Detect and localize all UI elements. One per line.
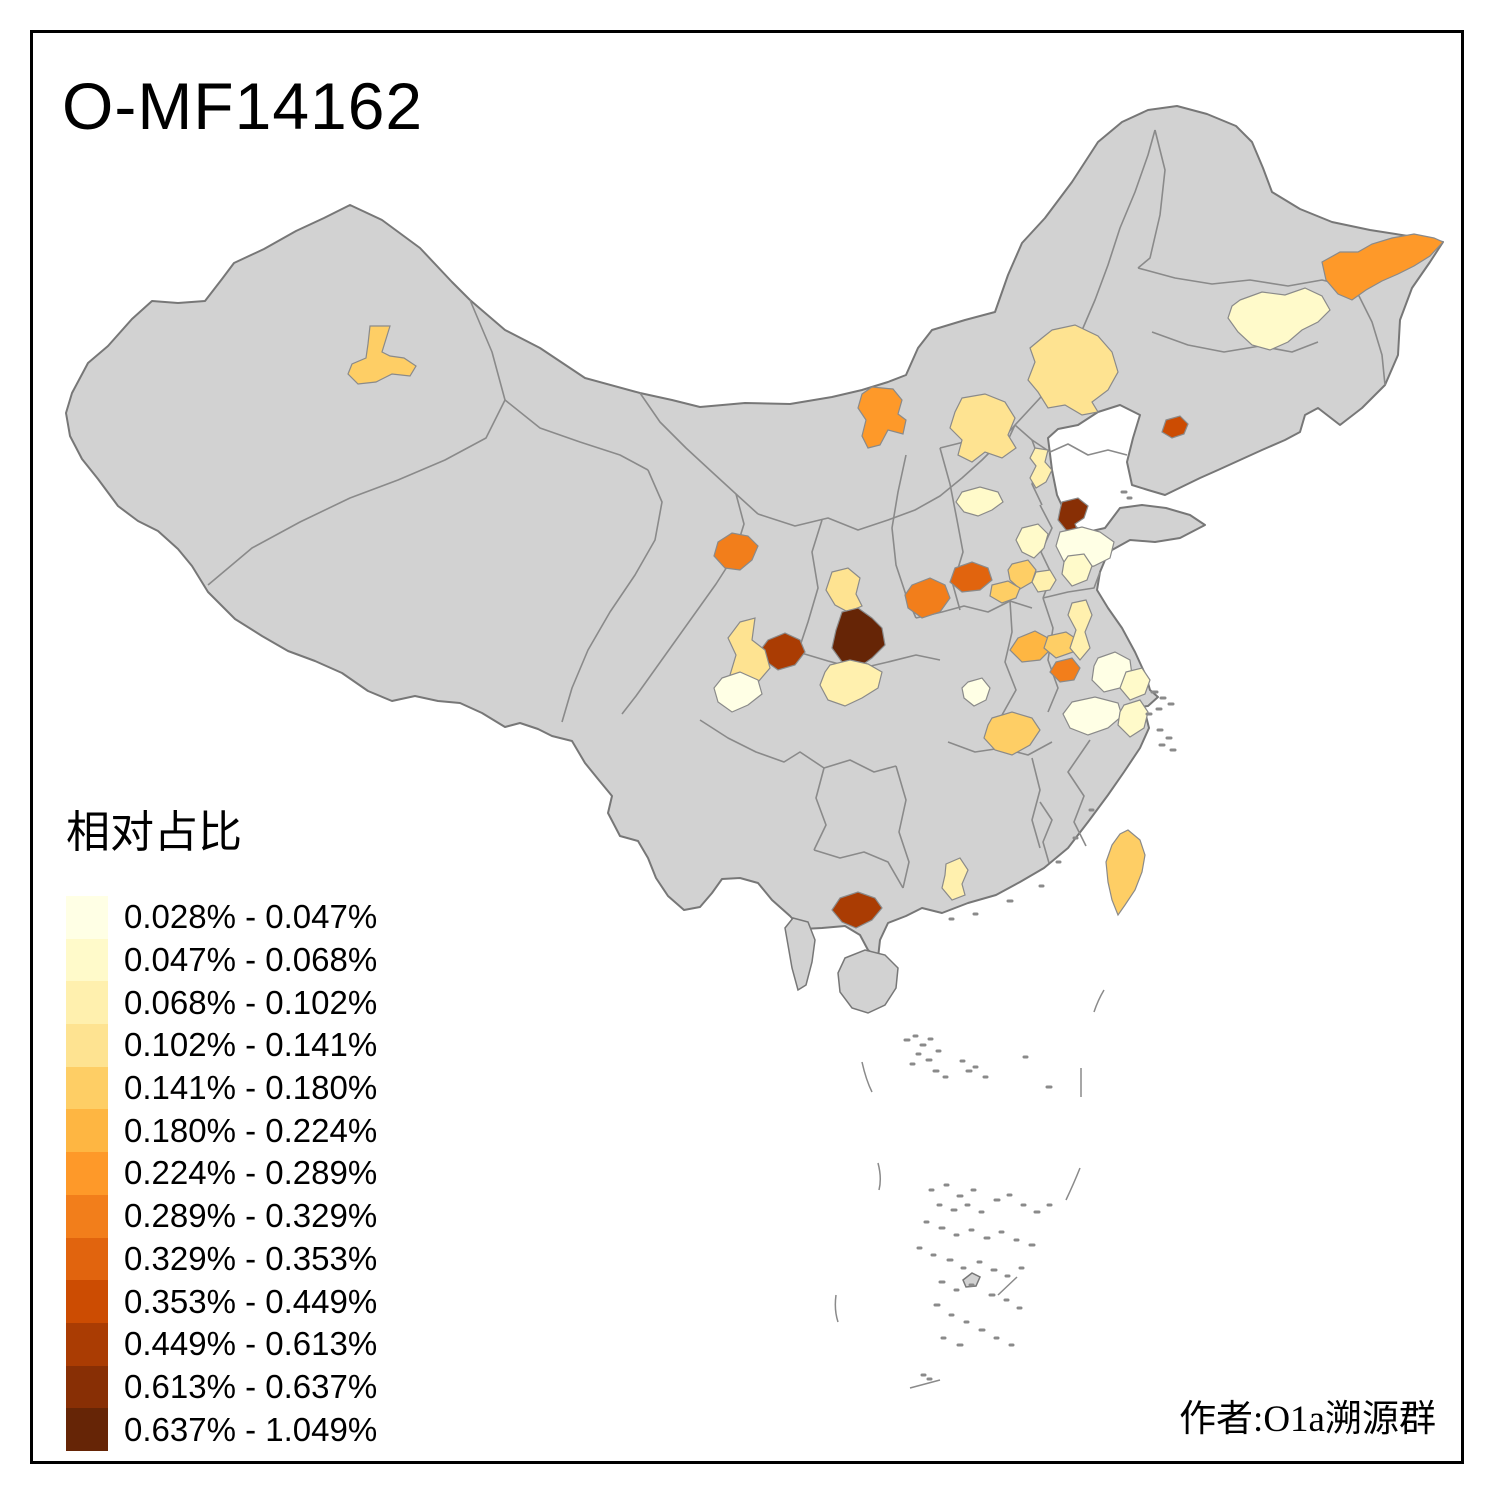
legend-label: 0.028% - 0.047% xyxy=(124,898,378,936)
legend-swatch xyxy=(66,938,108,982)
legend-swatch xyxy=(66,1322,108,1366)
region-heilongjiang-pale xyxy=(1227,287,1331,351)
reef-arcs xyxy=(834,989,1105,1389)
legend-item: 0.289% - 0.329% xyxy=(66,1194,378,1238)
legend-item: 0.102% - 0.141% xyxy=(66,1024,377,1067)
legend-swatch xyxy=(66,1280,108,1323)
region-henan-light xyxy=(989,580,1021,604)
legend-label: 0.068% - 0.102% xyxy=(124,983,378,1021)
colored-regions xyxy=(347,233,1445,929)
region-sichuan-ivory xyxy=(713,671,763,713)
legend-swatch xyxy=(66,1066,108,1110)
legend-swatch xyxy=(66,1024,108,1067)
legend-swatch xyxy=(66,1152,108,1195)
region-henan-orange xyxy=(904,577,951,619)
region-zhejiang-north-pale xyxy=(1117,699,1149,738)
region-jiangsu-pale-strip xyxy=(1067,599,1093,661)
small-islet xyxy=(962,1272,981,1288)
legend-title: 相对占比 xyxy=(66,808,242,857)
region-henan-dark-orange xyxy=(949,561,993,593)
legend-swatch xyxy=(66,1109,108,1153)
page-title: O-MF14162 xyxy=(62,69,424,143)
legend-swatch xyxy=(66,1365,108,1409)
legend-label: 0.141% - 0.180% xyxy=(124,1069,378,1107)
legend-item: 0.449% - 0.613% xyxy=(66,1322,378,1366)
legend-swatch xyxy=(66,1408,108,1451)
region-guangxi-dark xyxy=(831,891,883,929)
region-innermongolia-west xyxy=(857,386,907,449)
region-shaanxi-south-darkest xyxy=(831,607,886,669)
legend-item: 0.613% - 0.637% xyxy=(66,1365,378,1409)
region-hubei-south-light xyxy=(983,711,1041,756)
region-guangdong-pale xyxy=(941,857,969,901)
legend-item: 0.141% - 0.180% xyxy=(66,1066,378,1110)
legend-swatch xyxy=(66,1237,108,1281)
region-hebei-south-pale xyxy=(1015,523,1049,559)
region-gansu-orange xyxy=(713,532,759,571)
region-hebei-pale xyxy=(955,486,1004,517)
legend-item: 0.180% - 0.224% xyxy=(66,1109,378,1153)
legend-item: 0.224% - 0.289% xyxy=(66,1152,377,1195)
hainan-island xyxy=(837,949,899,1014)
region-heilongjiang-orange xyxy=(1321,233,1445,301)
legend-swatch xyxy=(66,981,108,1025)
region-hubei-ivory xyxy=(961,677,991,707)
legend-label: 0.047% - 0.068% xyxy=(124,941,378,979)
region-shandong-west-light xyxy=(1007,559,1037,590)
legend: 相对占比 0.028% - 0.047% 0.047% - 0.068% 0.068… xyxy=(66,796,377,1451)
region-xinjiang-north xyxy=(347,325,417,385)
legend-label: 0.180% - 0.224% xyxy=(124,1111,378,1149)
legend-label: 0.449% - 0.613% xyxy=(124,1325,378,1363)
region-taiwan xyxy=(1105,829,1146,917)
legend-item: 0.637% - 1.049% xyxy=(66,1408,377,1451)
legend-label: 0.329% - 0.353% xyxy=(124,1239,378,1277)
legend-item: 0.068% - 0.102% xyxy=(66,981,378,1025)
region-beijing-area xyxy=(1029,447,1053,489)
legend-label: 0.289% - 0.329% xyxy=(124,1197,378,1235)
attribution-text: 作者:O1a溯源群 xyxy=(1179,1399,1436,1440)
region-shandong-sw-pale xyxy=(1031,569,1057,593)
region-innermongolia-central xyxy=(949,393,1017,463)
legend-item: 0.353% - 0.449% xyxy=(66,1280,377,1323)
region-shaanxi-pale xyxy=(825,567,863,613)
region-shaanxi-ankang-pale xyxy=(819,659,883,707)
legend-label: 0.613% - 0.637% xyxy=(124,1367,378,1405)
region-jiangsu-se-pale xyxy=(1119,667,1151,701)
region-shandong-pale xyxy=(1061,553,1093,587)
region-taihu-cream xyxy=(1062,696,1123,736)
legend-item: 0.329% - 0.353% xyxy=(66,1237,378,1281)
region-innermongolia-east-large xyxy=(1027,324,1119,416)
china-mainland-outline xyxy=(65,105,1444,959)
legend-label: 0.353% - 0.449% xyxy=(124,1282,378,1320)
legend-item: 0.047% - 0.068% xyxy=(66,938,378,982)
coastal-prong xyxy=(784,917,816,992)
legend-item: 0.028% - 0.047% xyxy=(66,896,377,939)
legend-swatch xyxy=(66,1194,108,1238)
region-jiangsu-orange xyxy=(1049,657,1081,683)
legend-items: 0.028% - 0.047% 0.047% - 0.068% 0.068% - 0… xyxy=(66,896,377,1451)
legend-swatch xyxy=(66,896,108,939)
region-anhui-orange xyxy=(1009,630,1051,663)
legend-label: 0.637% - 1.049% xyxy=(124,1410,378,1448)
legend-label: 0.224% - 0.289% xyxy=(124,1154,378,1192)
islet-specks xyxy=(903,490,1177,1381)
region-liaoning-dark xyxy=(1161,415,1189,439)
legend-label: 0.102% - 0.141% xyxy=(124,1026,378,1064)
